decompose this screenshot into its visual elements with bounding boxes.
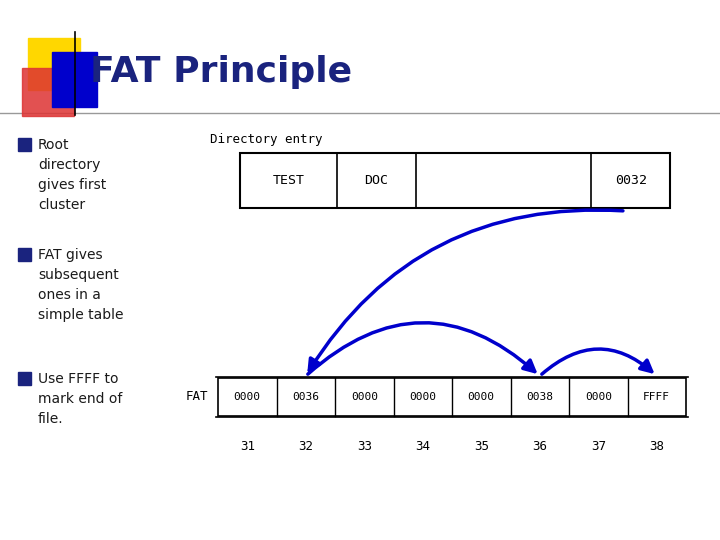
Text: TEST: TEST [273, 174, 305, 187]
Bar [240, 153, 670, 208]
Bar [22, 68, 74, 116]
Text: Root
directory
gives first
cluster: Root directory gives first cluster [38, 138, 107, 212]
Bar [18, 248, 31, 261]
Bar [18, 138, 31, 151]
Text: 0000: 0000 [351, 392, 378, 402]
Text: Use FFFF to
mark end of
file.: Use FFFF to mark end of file. [38, 372, 122, 426]
Text: 0000: 0000 [585, 392, 612, 402]
Text: 35: 35 [474, 440, 489, 453]
Text: 32: 32 [298, 440, 313, 453]
Text: 0038: 0038 [526, 392, 553, 402]
Bar [52, 52, 97, 107]
Text: 0032: 0032 [615, 174, 647, 187]
FancyArrowPatch shape [542, 349, 652, 374]
Text: 36: 36 [532, 440, 547, 453]
Text: DOC: DOC [364, 174, 388, 187]
Text: 0036: 0036 [292, 392, 319, 402]
Text: 0000: 0000 [468, 392, 495, 402]
Text: 37: 37 [590, 440, 606, 453]
Bar [28, 38, 80, 90]
Text: 0000: 0000 [409, 392, 436, 402]
FancyArrowPatch shape [308, 323, 535, 374]
Text: FAT gives
subsequent
ones in a
simple table: FAT gives subsequent ones in a simple ta… [38, 248, 124, 322]
Text: FAT Principle: FAT Principle [90, 55, 352, 89]
FancyArrowPatch shape [310, 210, 623, 370]
Text: 0000: 0000 [234, 392, 261, 402]
Text: 33: 33 [356, 440, 372, 453]
Text: 38: 38 [649, 440, 665, 453]
Text: FAT: FAT [186, 390, 208, 403]
Text: FFFF: FFFF [643, 392, 670, 402]
Bar [18, 372, 31, 385]
Text: Directory entry: Directory entry [210, 133, 323, 146]
Text: 34: 34 [415, 440, 431, 453]
Text: 31: 31 [240, 440, 255, 453]
Bar [218, 378, 686, 416]
